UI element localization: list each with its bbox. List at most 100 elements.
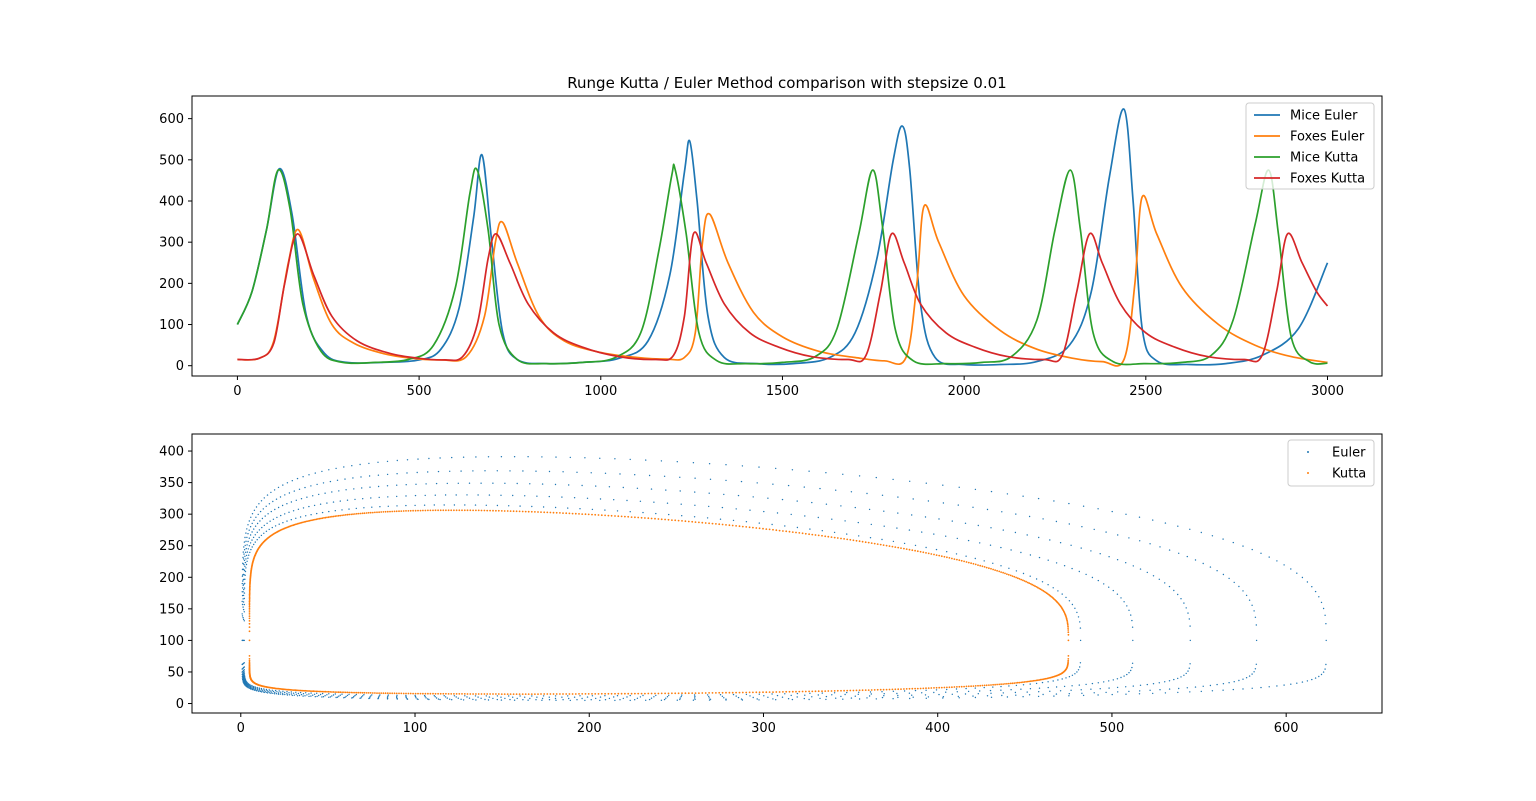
scatter-point-euler <box>1105 531 1107 533</box>
scatter-point-kutta <box>996 683 998 686</box>
scatter-point-kutta <box>442 509 445 512</box>
scatter-point-euler <box>265 691 267 694</box>
scatter-point-euler <box>446 482 448 485</box>
scatter-point-kutta <box>380 511 383 513</box>
scatter-point-euler <box>614 458 616 460</box>
scatter-point-euler <box>804 515 806 517</box>
scatter-point-euler <box>732 519 735 522</box>
scatter-point-euler <box>1079 627 1082 629</box>
scatter-point-kutta <box>725 524 727 526</box>
scatter-point-euler <box>1296 682 1298 684</box>
scatter-point-euler <box>693 694 696 696</box>
scatter-point-euler <box>775 699 777 701</box>
scatter-point-euler <box>266 692 269 694</box>
scatter-point-euler <box>268 503 271 505</box>
scatter-point-euler <box>568 697 570 700</box>
scatter-point-euler <box>648 474 651 477</box>
scatter-point-euler <box>1010 549 1012 551</box>
scatter-point-kutta <box>687 520 690 523</box>
timeseries-y-tick-label: 600 <box>159 112 184 127</box>
scatter-point-euler <box>1159 689 1161 691</box>
scatter-point-kutta <box>967 685 970 688</box>
scatter-point-kutta <box>391 510 394 513</box>
scatter-point-kutta <box>1025 680 1027 683</box>
scatter-point-kutta <box>916 550 919 553</box>
scatter-point-kutta <box>312 690 315 693</box>
scatter-point-kutta <box>637 516 640 519</box>
scatter-point-euler <box>850 697 853 699</box>
timeseries-x-tick-label: 3000 <box>1311 384 1344 399</box>
scatter-point-kutta <box>956 686 958 688</box>
scatter-point-euler <box>466 494 468 496</box>
scatter-point-kutta <box>248 617 251 620</box>
scatter-point-kutta <box>524 510 527 513</box>
scatter-point-euler <box>1131 662 1134 664</box>
scatter-point-euler <box>1080 689 1082 691</box>
scatter-point-kutta <box>307 690 309 692</box>
scatter-point-euler <box>245 540 247 542</box>
scatter-point-kutta <box>882 544 885 546</box>
scatter-point-euler <box>576 699 578 701</box>
scatter-point-kutta <box>458 509 461 512</box>
scatter-point-euler <box>286 694 289 696</box>
scatter-point-kutta <box>791 690 794 693</box>
scatter-point-euler <box>529 483 531 485</box>
scatter-point-kutta <box>698 692 700 694</box>
scatter-point-kutta <box>897 688 900 691</box>
scatter-point-euler <box>708 463 711 465</box>
scatter-point-kutta <box>323 690 325 693</box>
scatter-point-euler <box>295 691 297 693</box>
scatter-point-euler <box>541 699 543 701</box>
scatter-point-euler <box>1188 667 1191 669</box>
scatter-point-euler <box>622 486 624 489</box>
scatter-point-euler <box>492 697 494 700</box>
scatter-point-kutta <box>667 518 670 521</box>
scatter-point-kutta <box>617 515 620 518</box>
scatter-point-kutta <box>463 693 466 695</box>
scatter-point-kutta <box>417 692 419 695</box>
scatter-point-kutta <box>1022 681 1024 684</box>
scatter-point-kutta <box>983 566 986 568</box>
scatter-point-euler <box>291 480 293 482</box>
scatter-point-euler <box>335 696 337 699</box>
scatter-point-kutta <box>600 692 603 695</box>
scatter-point-euler <box>1099 688 1101 690</box>
scatter-point-euler <box>1063 565 1066 567</box>
scatter-point-euler <box>1138 693 1141 695</box>
scatter-point-euler <box>844 520 846 522</box>
scatter-point-kutta <box>1026 680 1029 683</box>
scatter-point-euler <box>249 685 252 688</box>
scatter-point-kutta <box>314 690 316 693</box>
scatter-point-kutta <box>704 522 707 524</box>
scatter-point-euler <box>246 560 248 562</box>
scatter-point-kutta <box>858 540 861 543</box>
scatter-point-euler <box>351 697 353 699</box>
scatter-point-euler <box>1168 585 1171 588</box>
scatter-point-kutta <box>469 693 472 695</box>
scatter-point-euler <box>509 470 511 472</box>
scatter-point-euler <box>892 540 895 543</box>
scatter-point-euler <box>1063 685 1066 688</box>
scatter-point-euler <box>396 696 398 699</box>
scatter-point-euler <box>1080 547 1082 549</box>
scatter-point-euler <box>417 698 419 701</box>
scatter-point-euler <box>1251 673 1253 675</box>
scatter-point-euler <box>1211 690 1214 692</box>
scatter-point-kutta <box>691 520 694 523</box>
scatter-point-kutta <box>248 595 251 597</box>
scatter-point-kutta <box>627 692 630 695</box>
scatter-point-euler <box>302 695 304 697</box>
scatter-point-euler <box>260 691 263 693</box>
scatter-point-kutta <box>1015 576 1017 579</box>
scatter-point-euler <box>332 501 335 503</box>
scatter-point-euler <box>694 698 696 701</box>
scatter-point-euler <box>1232 688 1235 691</box>
scatter-point-euler <box>911 694 913 696</box>
scatter-point-euler <box>286 503 288 505</box>
scatter-point-euler <box>1116 593 1119 595</box>
scatter-point-kutta <box>324 690 327 693</box>
scatter-point-kutta <box>309 690 312 692</box>
scatter-point-euler <box>290 691 292 693</box>
scatter-point-kutta <box>395 510 398 513</box>
scatter-point-euler <box>243 597 245 600</box>
